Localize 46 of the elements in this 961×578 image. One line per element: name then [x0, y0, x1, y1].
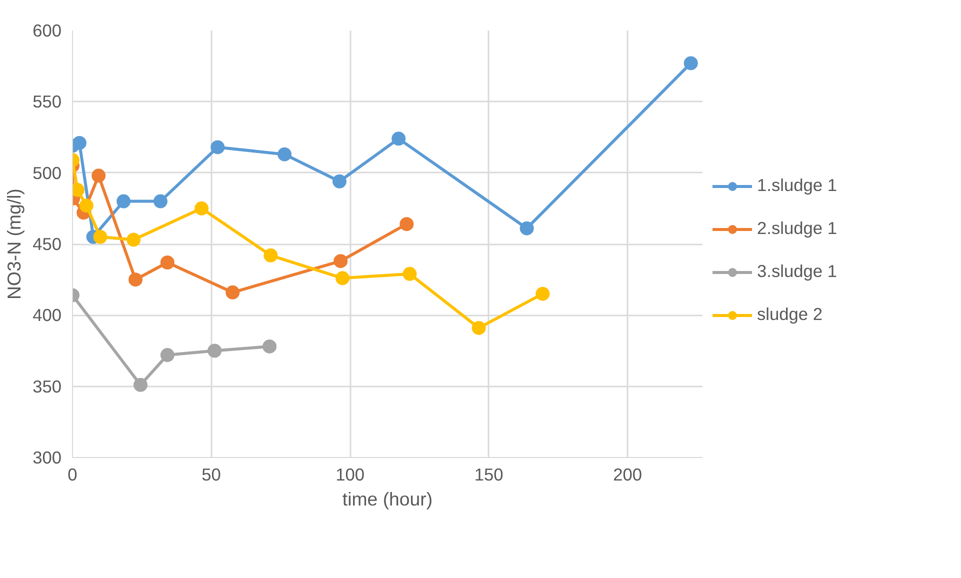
legend-label: 3.sludge 1 — [757, 261, 837, 282]
y-axis-title: NO3-N (mg/l) — [4, 188, 25, 300]
x-tick-label: 200 — [613, 464, 642, 484]
point — [116, 194, 131, 208]
point — [133, 378, 148, 392]
point — [93, 230, 108, 244]
point — [153, 194, 168, 208]
y-tick-label: 500 — [32, 162, 62, 183]
point — [536, 286, 550, 301]
point — [332, 174, 346, 188]
point — [210, 140, 225, 154]
point — [278, 147, 292, 162]
y-tick-label: 400 — [32, 305, 62, 326]
point — [128, 272, 142, 287]
point — [334, 254, 348, 268]
legend-label: sludge 2 — [757, 304, 823, 325]
x-tick-label: 50 — [202, 464, 221, 484]
x-tick-label: 0 — [68, 464, 78, 484]
point — [79, 198, 94, 213]
y-tick-label: 550 — [32, 92, 62, 112]
point — [402, 266, 417, 281]
point — [684, 56, 698, 70]
x-tick-label: 100 — [336, 464, 364, 484]
y-tick-label: 450 — [32, 234, 62, 254]
point — [520, 221, 534, 236]
y-tick-label: 350 — [32, 376, 62, 396]
point — [336, 271, 350, 286]
x-tick-label: 150 — [474, 464, 504, 484]
point — [160, 256, 174, 270]
y-tick-label: 300 — [32, 448, 62, 468]
point — [264, 248, 278, 262]
point — [400, 217, 414, 232]
point — [472, 320, 486, 335]
legend-label: 1.sludge 1 — [757, 175, 837, 196]
legend-label: 2.sludge 1 — [757, 218, 837, 239]
point — [262, 339, 277, 354]
point — [208, 344, 222, 358]
point — [392, 132, 406, 146]
point — [194, 201, 209, 216]
x-axis-title: time (hour) — [342, 488, 433, 510]
point — [72, 136, 86, 150]
y-tick-label: 600 — [32, 20, 62, 40]
point — [126, 232, 141, 247]
point — [226, 285, 240, 300]
point — [92, 168, 106, 183]
point — [160, 348, 174, 362]
